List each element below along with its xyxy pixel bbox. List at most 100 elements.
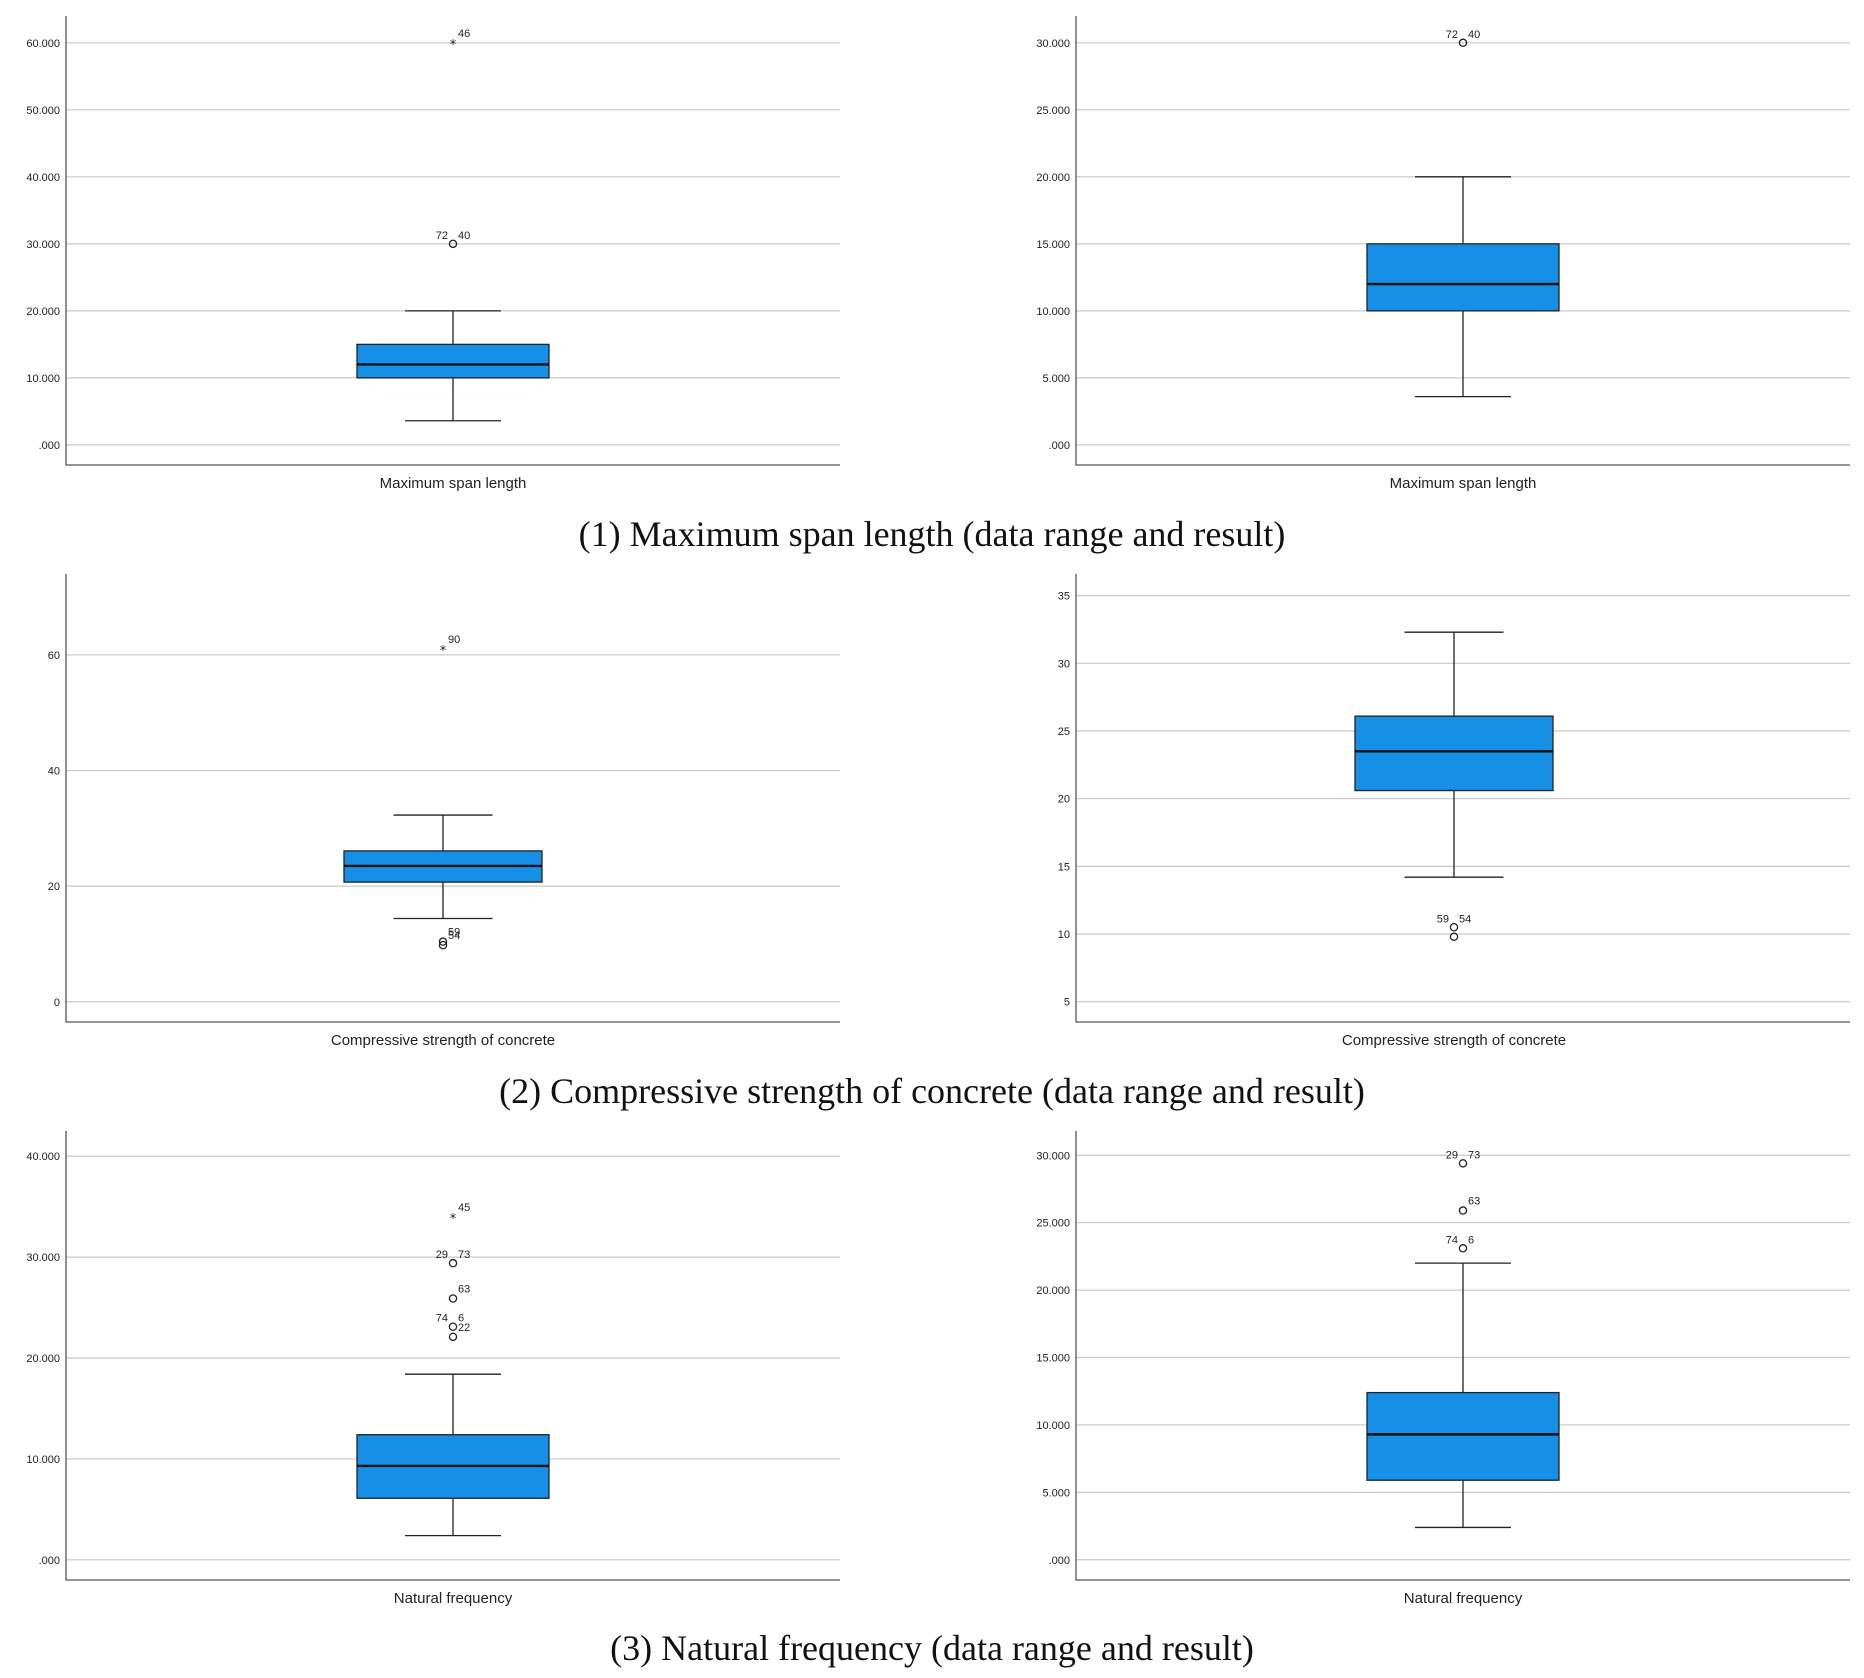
y-tick-label: .000	[1049, 440, 1070, 452]
y-tick-label: 50.000	[26, 105, 60, 117]
x-axis-label: Natural frequency	[1404, 1590, 1523, 1607]
y-tick-label: 20	[1058, 794, 1070, 806]
axis-frame	[65, 16, 840, 466]
y-tick-label: 20.000	[26, 1353, 60, 1365]
outlier-label: 54	[1459, 913, 1471, 925]
y-tick-label: 60	[48, 650, 60, 662]
outlier-marker	[448, 1258, 458, 1268]
y-tick-label: 15.000	[1036, 239, 1070, 251]
axis-frame	[65, 574, 840, 1023]
axis-frame	[1075, 574, 1850, 1023]
x-axis-label: Compressive strength of concrete	[331, 1032, 555, 1049]
boxplot-panel-1: .000 10.000 20.000 30.000 40.000 50.000 60.000…	[26, 16, 840, 492]
boxplot-panel-5: .000 10.000 20.000 30.000 40.000 *45 29 73 63 74 6…	[26, 1131, 840, 1607]
outlier-marker	[1458, 38, 1468, 48]
y-tick-label: 10.000	[26, 1454, 60, 1466]
iqr-box	[1366, 1391, 1560, 1481]
y-tick-label: 5.000	[1042, 373, 1070, 385]
y-tick-label: .000	[39, 1555, 60, 1567]
x-axis-label: Compressive strength of concrete	[1342, 1032, 1566, 1049]
x-axis-label: Natural frequency	[394, 1590, 513, 1607]
y-tick-label: 40.000	[26, 172, 60, 184]
outlier-label: 40	[1468, 29, 1480, 41]
y-tick-label: 35	[1058, 591, 1070, 603]
outlier-label: 90	[448, 634, 460, 646]
caption-compressive-strength: (2) Compressive strength of concrete (da…	[499, 1071, 1365, 1111]
y-tick-label: 20.000	[1036, 172, 1070, 184]
y-tick-label: 0	[54, 997, 60, 1009]
y-tick-label: 25.000	[1036, 1218, 1070, 1230]
outlier-label: 74	[436, 1313, 448, 1325]
y-tick-label: 10	[1058, 929, 1070, 941]
y-tick-label: .000	[39, 440, 60, 452]
x-axis-label: Maximum span length	[1390, 475, 1537, 492]
y-tick-label: 30.000	[26, 239, 60, 251]
y-tick-label: 15	[1058, 861, 1070, 873]
iqr-box	[1366, 243, 1560, 312]
axis-frame	[65, 1131, 840, 1581]
extreme-outlier-marker: *	[440, 644, 447, 659]
outlier-label: 29	[1446, 1149, 1458, 1161]
y-tick-label: 10.000	[1036, 306, 1070, 318]
outlier-marker	[1458, 1159, 1468, 1168]
outlier-label: 59	[448, 927, 460, 939]
outlier-label: 6	[458, 1313, 464, 1325]
outlier-label: 54	[448, 930, 460, 942]
y-tick-label: 25	[1058, 726, 1070, 738]
y-tick-label: 10.000	[1036, 1420, 1070, 1432]
extreme-outlier-marker: *	[450, 1212, 457, 1227]
outlier-marker	[448, 1332, 458, 1342]
axis-frame	[1075, 16, 1850, 466]
y-tick-label: 20.000	[1036, 1285, 1070, 1297]
outlier-label: 22	[458, 1322, 470, 1334]
y-tick-label: 60.000	[26, 38, 60, 50]
outlier-label: 29	[436, 1249, 448, 1261]
outlier-marker	[438, 940, 448, 950]
outlier-label: 45	[458, 1202, 470, 1214]
caption-natural-frequency: (3) Natural frequency (data range and re…	[610, 1628, 1254, 1668]
outlier-marker	[448, 239, 458, 249]
outlier-label: 72	[1446, 29, 1458, 41]
outlier-marker	[448, 1294, 458, 1303]
boxplot-panel-6: .000 5.000 10.000 15.000 20.000 25.000 30.000 2…	[1036, 1131, 1850, 1607]
boxplot-panel-4: 5 10 15 20 25 30 35 59 54 Compressive strength of…	[1058, 574, 1850, 1049]
outlier-label: 63	[1468, 1196, 1480, 1208]
boxplot-panel-2: .000 5.000 10.000 15.000 20.000 25.000 30.000 7…	[1036, 16, 1850, 492]
outlier-label: 74	[1446, 1234, 1458, 1246]
x-axis-label: Maximum span length	[380, 475, 527, 492]
caption-maximum-span-length: (1) Maximum span length (data range and …	[578, 514, 1286, 554]
outlier-label: 46	[458, 28, 470, 40]
outlier-label: 73	[458, 1249, 470, 1261]
y-tick-label: .000	[1049, 1555, 1070, 1567]
outlier-marker	[1449, 923, 1459, 932]
outlier-marker	[438, 937, 448, 946]
iqr-box	[356, 343, 550, 379]
y-tick-label: 30.000	[26, 1252, 60, 1264]
y-tick-label: 30	[1058, 658, 1070, 670]
extreme-outlier-marker: *	[450, 38, 457, 53]
outlier-label: 40	[458, 230, 470, 242]
y-tick-label: 40	[48, 766, 60, 778]
y-tick-label: 30.000	[1036, 38, 1070, 50]
y-tick-label: 10.000	[26, 373, 60, 385]
outlier-label: 73	[1468, 1149, 1480, 1161]
outlier-label: 72	[436, 230, 448, 242]
y-tick-label: 15.000	[1036, 1353, 1070, 1365]
outlier-label: 59	[1437, 913, 1449, 925]
y-tick-label: 20	[48, 881, 60, 893]
y-tick-label: 30.000	[1036, 1150, 1070, 1162]
y-tick-label: 5	[1064, 997, 1070, 1009]
y-tick-label: 40.000	[26, 1151, 60, 1163]
axis-frame	[1075, 1131, 1850, 1581]
outlier-label: 6	[1468, 1234, 1474, 1246]
outlier-marker	[448, 1322, 458, 1331]
outlier-marker	[1449, 932, 1459, 941]
outlier-label: 63	[458, 1283, 470, 1295]
iqr-box	[1354, 715, 1554, 792]
y-tick-label: 20.000	[26, 306, 60, 318]
outlier-marker	[1458, 1206, 1468, 1215]
y-tick-label: 5.000	[1042, 1487, 1070, 1499]
y-tick-label: 25.000	[1036, 105, 1070, 117]
